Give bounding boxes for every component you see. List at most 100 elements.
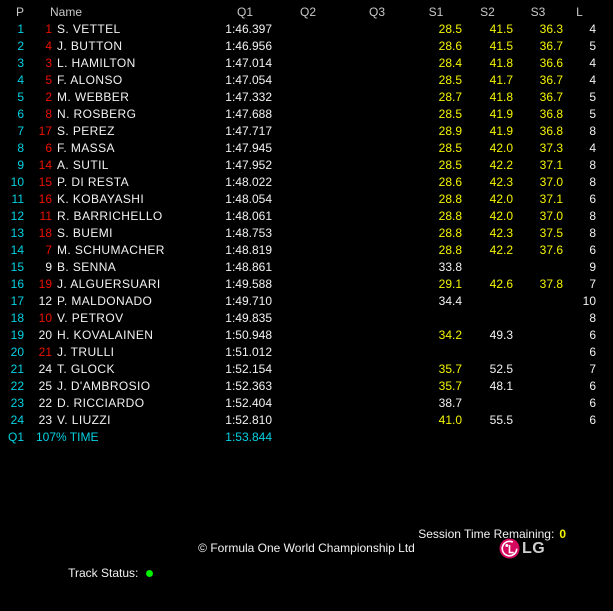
position-cell: 3 xyxy=(17,56,24,70)
timing-row: 11 16 K. KOBAYASHI 1:48.054 28.8 42.0 37… xyxy=(0,191,613,208)
driver-name-cell: J. ALGUERSUARI xyxy=(57,277,161,291)
car-number-cell: 21 xyxy=(38,345,52,359)
laps-cell: 8 xyxy=(589,226,596,240)
driver-name-cell: D. RICCIARDO xyxy=(57,396,145,410)
sector2-cell: 41.9 xyxy=(489,124,513,138)
q1-time-cell: 1:47.054 xyxy=(225,73,272,87)
copyright-text: © Formula One World Championship Ltd xyxy=(198,541,415,555)
q3-time-cell xyxy=(344,157,410,174)
driver-name-cell: S. VETTEL xyxy=(57,22,121,36)
q2-time-cell xyxy=(272,21,344,38)
q2-time-cell xyxy=(272,225,344,242)
sector3-cell xyxy=(513,344,563,361)
timing-row: 4 5 F. ALONSO 1:47.054 28.5 41.7 36.7 4 xyxy=(0,72,613,89)
sector3-cell: 37.8 xyxy=(539,277,563,291)
driver-name-cell: F. ALONSO xyxy=(57,73,123,87)
q1-time-cell: 1:52.363 xyxy=(225,379,272,393)
session-time-value: 0 xyxy=(559,527,566,541)
position-cell: 12 xyxy=(10,209,24,223)
laps-cell: 6 xyxy=(589,345,596,359)
sector1-cell: 35.7 xyxy=(438,362,462,376)
q2-time-cell xyxy=(272,242,344,259)
timing-row: 23 22 D. RICCIARDO 1:52.404 38.7 6 xyxy=(0,395,613,412)
sector2-cell: 49.3 xyxy=(489,328,513,342)
car-number-cell: 23 xyxy=(38,413,52,427)
sector1-cell: 28.5 xyxy=(438,107,462,121)
laps-cell: 8 xyxy=(589,209,596,223)
timing-row: 22 25 J. D'AMBROSIO 1:52.363 35.7 48.1 6 xyxy=(0,378,613,395)
sector2-cell xyxy=(462,395,513,412)
position-cell: 21 xyxy=(10,362,24,376)
car-number-cell: 7 xyxy=(45,243,52,257)
q2-time-cell xyxy=(272,327,344,344)
car-number-cell: 25 xyxy=(38,379,52,393)
sector3-cell xyxy=(513,378,563,395)
driver-name-cell: H. KOVALAINEN xyxy=(57,328,154,342)
q3-time-cell xyxy=(344,276,410,293)
driver-name-cell: M. WEBBER xyxy=(57,90,130,104)
driver-name-cell: R. BARRICHELLO xyxy=(57,209,163,223)
position-cell: 2 xyxy=(17,39,24,53)
laps-cell: 6 xyxy=(589,413,596,427)
f1-timing-screen: { "colors": { "cyan": "#00d2e2", "red": … xyxy=(0,4,613,580)
timing-row: 2 4 J. BUTTON 1:46.956 28.6 41.5 36.7 5 xyxy=(0,38,613,55)
driver-name-cell: T. GLOCK xyxy=(57,362,115,376)
column-header-q1: Q1 xyxy=(236,5,253,19)
q1-time-cell: 1:47.945 xyxy=(225,141,272,155)
q3-time-cell xyxy=(344,72,410,89)
driver-name-cell: V. PETROV xyxy=(57,311,124,325)
car-number-cell: 3 xyxy=(45,56,52,70)
table-header-row: P Name Q1 Q2 Q3 S1 S2 S3 L xyxy=(0,4,613,21)
position-cell: 9 xyxy=(17,158,24,172)
sector1-cell: 28.8 xyxy=(438,192,462,206)
laps-cell: 6 xyxy=(589,379,596,393)
car-number-cell: 14 xyxy=(38,158,52,172)
sector2-cell: 42.0 xyxy=(489,141,513,155)
track-status-label: Track Status: xyxy=(68,566,139,580)
q2-time-cell xyxy=(272,310,344,327)
position-cell: 4 xyxy=(17,73,24,87)
q3-time-cell xyxy=(344,21,410,38)
sector3-cell xyxy=(513,310,563,327)
q3-time-cell xyxy=(344,378,410,395)
timing-table: P Name Q1 Q2 Q3 S1 S2 S3 L 1 1 S. VETTEL… xyxy=(0,4,613,446)
cutoff-row: Q1 107% TIME 1:53.844 xyxy=(0,429,613,446)
laps-cell: 6 xyxy=(589,243,596,257)
q1-time-cell: 1:47.332 xyxy=(225,90,272,104)
laps-cell: 10 xyxy=(582,294,596,308)
sector2-cell: 41.5 xyxy=(489,22,513,36)
q3-time-cell xyxy=(344,174,410,191)
laps-cell: 8 xyxy=(589,124,596,138)
timing-row: 19 20 H. KOVALAINEN 1:50.948 34.2 49.3 6 xyxy=(0,327,613,344)
q2-time-cell xyxy=(272,293,344,310)
sector1-cell: 28.7 xyxy=(438,90,462,104)
sector3-cell xyxy=(513,259,563,276)
car-number-cell: 18 xyxy=(38,226,52,240)
q2-time-cell xyxy=(272,395,344,412)
timing-row: 7 17 S. PEREZ 1:47.717 28.9 41.9 36.8 8 xyxy=(0,123,613,140)
sector2-cell: 41.5 xyxy=(489,39,513,53)
sector2-cell: 41.9 xyxy=(489,107,513,121)
cutoff-time: 1:53.844 xyxy=(225,430,272,444)
position-cell: 24 xyxy=(10,413,24,427)
q3-time-cell xyxy=(344,361,410,378)
q1-time-cell: 1:47.688 xyxy=(225,107,272,121)
q2-time-cell xyxy=(272,106,344,123)
sector2-cell: 41.7 xyxy=(489,73,513,87)
sector1-cell: 38.7 xyxy=(438,396,462,410)
sector2-cell: 41.8 xyxy=(489,90,513,104)
timing-row: 3 3 L. HAMILTON 1:47.014 28.4 41.8 36.6 … xyxy=(0,55,613,72)
sector1-cell: 33.8 xyxy=(438,260,462,274)
bottom-bar: Track Status: © Formula One World Champi… xyxy=(0,536,613,580)
q1-time-cell: 1:46.956 xyxy=(225,39,272,53)
q2-time-cell xyxy=(272,259,344,276)
sector2-cell xyxy=(462,293,513,310)
position-cell: 11 xyxy=(11,192,24,206)
sector3-cell: 37.0 xyxy=(539,175,563,189)
timing-rows: 1 1 S. VETTEL 1:46.397 28.5 41.5 36.3 4 … xyxy=(0,21,613,429)
driver-name-cell: P. MALDONADO xyxy=(57,294,153,308)
sector1-cell: 28.5 xyxy=(438,73,462,87)
sector3-cell: 36.7 xyxy=(539,39,563,53)
q2-time-cell xyxy=(272,378,344,395)
laps-cell: 4 xyxy=(589,56,596,70)
